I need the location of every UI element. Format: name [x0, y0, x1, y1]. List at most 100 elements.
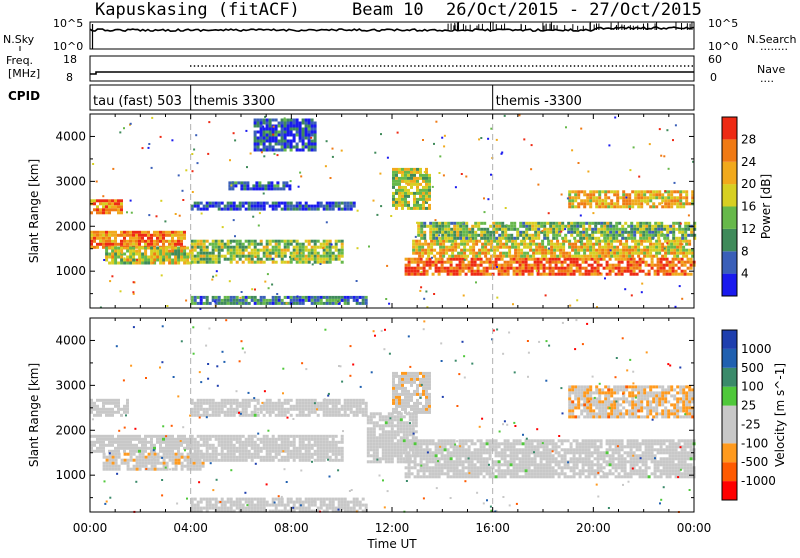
range-gate-cell	[459, 234, 462, 237]
range-gate-cell	[474, 270, 477, 273]
range-gate-cell	[275, 450, 278, 453]
range-gate-cell	[555, 267, 558, 270]
range-gate-cell	[242, 456, 245, 459]
range-gate-cell	[311, 438, 314, 441]
range-gate-cell	[679, 196, 682, 199]
range-gate-cell	[373, 412, 376, 415]
range-gate-cell	[171, 247, 174, 250]
noise-cell	[668, 168, 670, 170]
range-gate-cell	[317, 302, 320, 305]
range-gate-cell	[344, 205, 347, 208]
range-gate-cell	[669, 270, 672, 273]
range-gate-cell	[684, 234, 687, 237]
range-gate-cell	[655, 240, 658, 243]
range-gate-cell	[290, 122, 293, 125]
range-gate-cell	[243, 184, 246, 187]
range-gate-cell	[645, 264, 648, 267]
range-gate-cell	[314, 441, 317, 444]
range-gate-cell	[299, 140, 302, 143]
range-gate-cell	[335, 408, 338, 411]
range-gate-cell	[504, 261, 507, 264]
range-gate-cell	[447, 267, 450, 270]
range-gate-cell	[573, 225, 576, 228]
range-gate-cell	[657, 225, 660, 228]
range-gate-cell	[664, 202, 667, 205]
range-gate-cell	[574, 205, 577, 208]
range-gate-cell	[507, 264, 510, 267]
range-gate-cell	[215, 243, 218, 246]
range-gate-cell	[218, 302, 221, 305]
range-gate-cell	[93, 450, 96, 453]
range-gate-cell	[392, 186, 395, 189]
range-gate-cell	[667, 190, 670, 193]
range-gate-cell	[248, 435, 251, 438]
range-gate-cell	[251, 252, 254, 255]
range-gate-cell	[523, 240, 526, 243]
range-gate-cell	[251, 456, 254, 459]
range-gate-cell	[114, 447, 117, 450]
range-gate-cell	[350, 411, 353, 414]
range-gate-cell	[489, 237, 492, 240]
range-gate-cell	[684, 261, 687, 264]
range-gate-cell	[156, 259, 159, 262]
range-gate-cell	[658, 246, 661, 249]
range-gate-cell	[519, 231, 522, 234]
range-gate-cell	[385, 430, 388, 433]
range-gate-cell	[447, 231, 450, 234]
range-gate-cell	[676, 196, 679, 199]
noise-cell	[322, 247, 324, 249]
range-gate-cell	[117, 250, 120, 253]
range-gate-cell	[117, 256, 120, 259]
range-gate-cell	[254, 302, 257, 305]
range-gate-cell	[654, 228, 657, 231]
range-gate-cell	[191, 414, 194, 417]
range-gate-cell	[168, 246, 171, 249]
range-gate-cell	[311, 444, 314, 447]
range-gate-cell	[459, 222, 462, 225]
range-gate-cell	[628, 199, 631, 202]
range-gate-cell	[108, 247, 111, 250]
range-gate-cell	[141, 231, 144, 234]
range-gate-cell	[397, 445, 400, 448]
range-gate-cell	[323, 459, 326, 462]
range-gate-cell	[655, 196, 658, 199]
range-gate-cell	[180, 259, 183, 262]
range-gate-cell	[227, 456, 230, 459]
range-gate-cell	[323, 441, 326, 444]
range-gate-cell	[197, 408, 200, 411]
range-gate-cell	[427, 246, 430, 249]
range-gate-cell	[305, 246, 308, 249]
range-gate-cell	[465, 228, 468, 231]
range-gate-cell	[284, 435, 287, 438]
range-gate-cell	[465, 225, 468, 228]
range-gate-cell	[591, 222, 594, 225]
range-gate-cell	[628, 255, 631, 258]
range-gate-cell	[682, 246, 685, 249]
range-gate-cell	[299, 299, 302, 302]
range-gate-cell	[481, 249, 484, 252]
range-gate-cell	[609, 231, 612, 234]
range-gate-cell	[508, 255, 511, 258]
range-gate-cell	[103, 456, 106, 459]
range-gate-cell	[585, 267, 588, 270]
range-gate-cell	[679, 202, 682, 205]
range-gate-cell	[233, 504, 236, 507]
range-gate-cell	[142, 459, 145, 462]
range-gate-cell	[489, 261, 492, 264]
range-gate-cell	[132, 243, 135, 246]
range-gate-cell	[642, 231, 645, 234]
range-gate-cell	[580, 190, 583, 193]
range-gate-cell	[510, 261, 513, 264]
range-gate-cell	[577, 196, 580, 199]
range-gate-cell	[501, 267, 504, 270]
range-gate-cell	[284, 252, 287, 255]
range-gate-cell	[117, 435, 120, 438]
range-gate-cell	[317, 447, 320, 450]
noise-cell	[201, 213, 203, 215]
range-gate-cell	[531, 267, 534, 270]
range-gate-cell	[480, 258, 483, 261]
range-gate-cell	[538, 243, 541, 246]
range-gate-cell	[242, 450, 245, 453]
range-gate-cell	[465, 222, 468, 225]
